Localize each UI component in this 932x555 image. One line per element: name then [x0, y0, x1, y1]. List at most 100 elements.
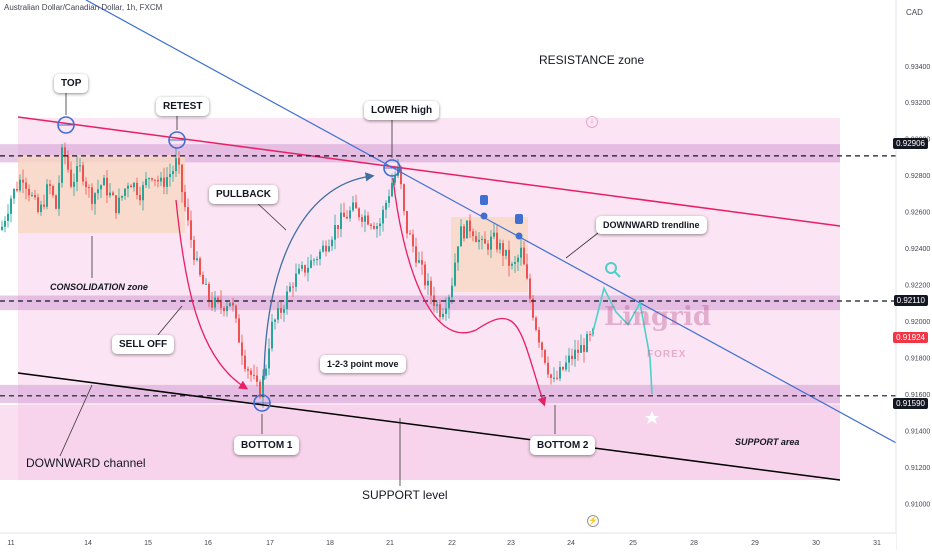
- lightning-icon[interactable]: ⚡: [587, 515, 599, 527]
- support-area-box: [0, 405, 840, 480]
- candle-body: [226, 306, 228, 312]
- candle-body: [541, 342, 543, 350]
- candle-body: [514, 262, 516, 264]
- candle-body: [76, 166, 78, 182]
- candle-body: [508, 249, 510, 266]
- candle-body: [256, 375, 258, 382]
- candle-body: [310, 260, 312, 268]
- candle-body: [559, 366, 561, 379]
- candle-body: [565, 362, 567, 370]
- candle-body: [586, 334, 588, 352]
- candle-body: [40, 204, 42, 213]
- candle-body: [70, 169, 72, 187]
- downward-trendline: [85, 0, 901, 446]
- price-box-last: 0.91924: [893, 332, 928, 343]
- callout-bottom-2: BOTTOM 2: [530, 436, 596, 455]
- projection-path: [591, 285, 653, 395]
- candle-body: [103, 177, 105, 186]
- candle-body: [394, 175, 396, 183]
- candle-body: [484, 238, 486, 244]
- candle-body: [352, 202, 354, 211]
- y-tick-label: 0.91800: [905, 356, 930, 363]
- zone-mid: [0, 295, 840, 311]
- candle-body: [388, 196, 390, 203]
- candle-body: [436, 304, 438, 307]
- candle-body: [37, 197, 39, 213]
- candle-body: [289, 286, 291, 292]
- candle-body: [214, 297, 216, 308]
- candle-body: [25, 182, 27, 189]
- candle-body: [571, 355, 573, 360]
- candle-body: [481, 238, 483, 240]
- candle-body: [478, 239, 480, 243]
- candle-body: [175, 158, 177, 172]
- candle-body: [520, 247, 522, 258]
- candle-body: [91, 187, 93, 204]
- candle-body: [148, 178, 150, 180]
- x-tick-label: 22: [448, 540, 456, 547]
- candle-body: [16, 189, 18, 191]
- candle-body: [487, 243, 489, 250]
- candle-body: [493, 232, 495, 237]
- candle-body: [22, 179, 24, 183]
- candle-body: [511, 263, 513, 266]
- candle-body: [247, 368, 249, 371]
- candle-body: [268, 348, 270, 369]
- candle-body: [49, 184, 51, 186]
- candle-body: [562, 366, 564, 370]
- candle-body: [4, 220, 6, 227]
- candle-body: [202, 274, 204, 285]
- x-tick-label: 31: [873, 540, 881, 547]
- x-tick-label: 24: [567, 540, 575, 547]
- currency-label: CAD: [906, 8, 923, 17]
- candle-body: [472, 231, 474, 237]
- candle-body: [358, 208, 360, 218]
- candle-body: [295, 273, 297, 287]
- event-marker-icon[interactable]: ↓: [586, 116, 598, 128]
- callout-top: TOP: [54, 74, 89, 93]
- candle-body: [97, 189, 99, 194]
- candle-body: [7, 213, 9, 221]
- leader-downward-channel: [59, 384, 93, 457]
- x-tick-label: 18: [326, 540, 334, 547]
- candle-body: [34, 194, 36, 198]
- candle-body: [61, 147, 63, 183]
- candle-body: [229, 302, 231, 307]
- callout-retest: RETEST: [156, 97, 210, 116]
- candle-body: [403, 184, 405, 212]
- y-tick-label: 0.91600: [905, 392, 930, 399]
- candle-body: [319, 251, 321, 260]
- price-box-0-92110: 0.92110: [893, 295, 928, 306]
- candle-body: [262, 375, 264, 398]
- candle-body: [172, 171, 174, 175]
- candle-body: [160, 177, 162, 182]
- label-consolidation-zone: CONSOLIDATION zone: [50, 282, 148, 292]
- candle-body: [280, 308, 282, 313]
- candle-body: [274, 319, 276, 322]
- consolidation-box-2: [451, 217, 528, 292]
- candle-body: [574, 349, 576, 360]
- candle-body: [349, 210, 351, 219]
- candle-body: [88, 187, 90, 189]
- candle-body: [238, 318, 240, 343]
- candle-body: [283, 308, 285, 313]
- y-tick-label: 0.92600: [905, 210, 930, 217]
- candle-body: [325, 245, 327, 252]
- candle-body: [100, 185, 102, 190]
- candle-body: [439, 304, 441, 318]
- candle-body: [211, 300, 213, 308]
- price-box-0-91590: 0.91590: [893, 398, 928, 409]
- candle-body: [139, 194, 141, 201]
- candle-body: [277, 308, 279, 320]
- candle-body: [418, 260, 420, 263]
- callout-123-move: 1-2-3 point move: [320, 355, 406, 373]
- download-flag-icon: [480, 195, 488, 205]
- y-tick-label: 0.92200: [905, 283, 930, 290]
- candle-body: [370, 224, 372, 227]
- candle-body: [364, 215, 366, 222]
- candle-body: [250, 370, 252, 375]
- label-support-area: SUPPORT area: [735, 437, 800, 447]
- candle-body: [166, 177, 168, 187]
